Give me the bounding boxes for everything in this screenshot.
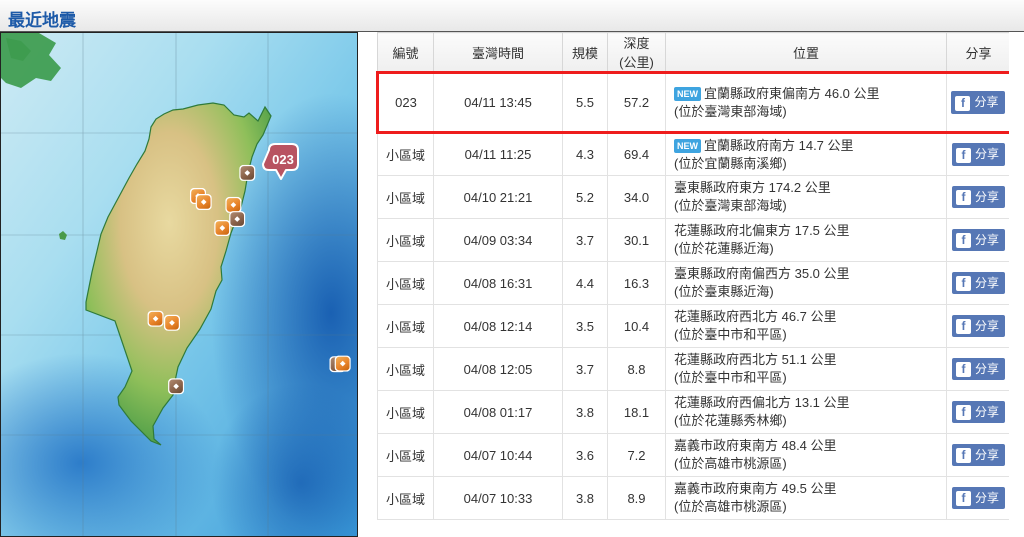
svg-text:023: 023 xyxy=(272,152,294,167)
